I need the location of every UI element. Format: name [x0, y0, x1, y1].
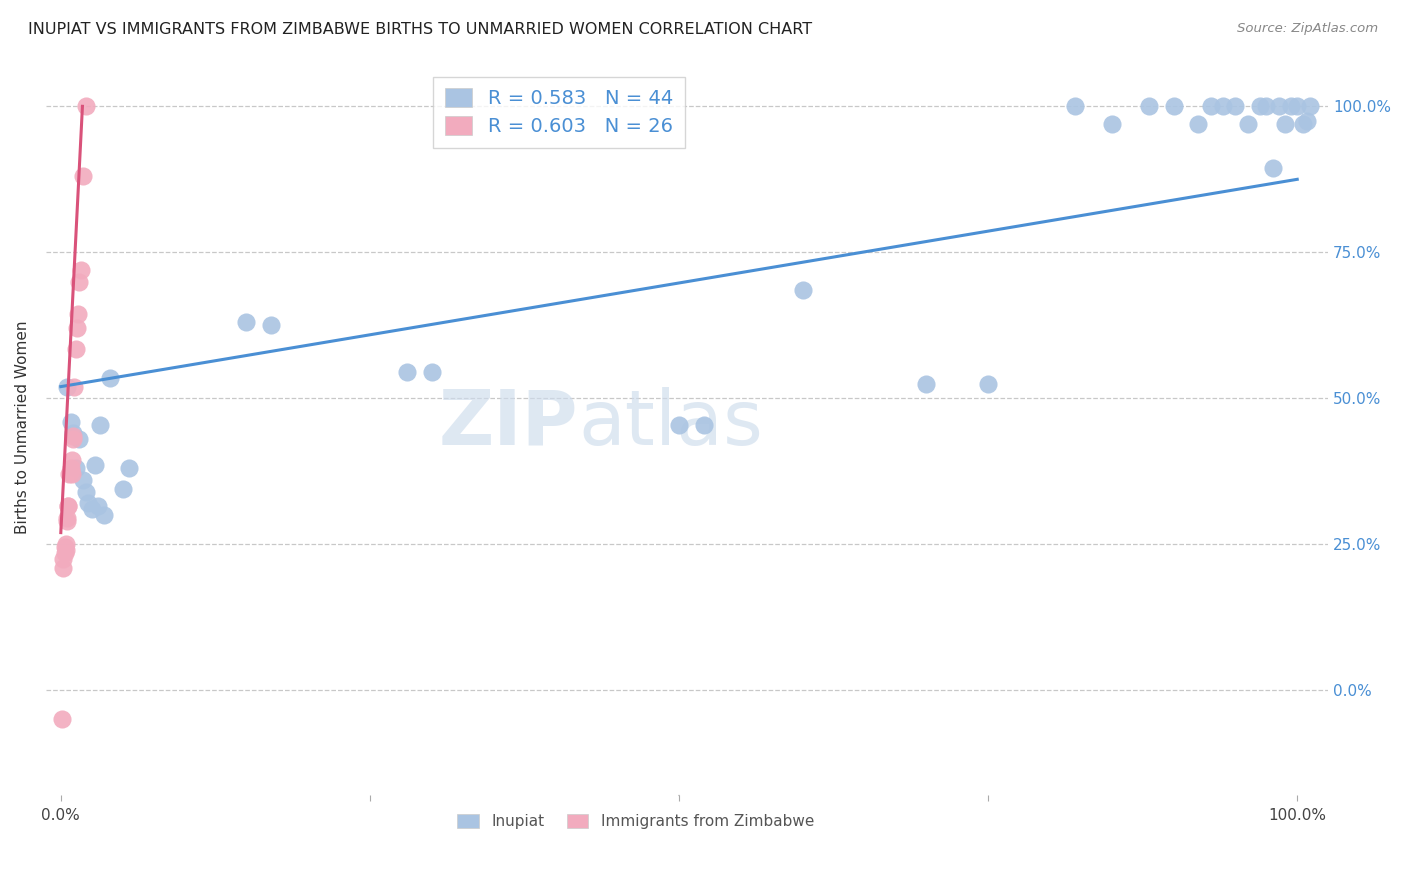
Point [59, 461, 82, 475]
Point [72, 169, 94, 184]
Point [53, 546, 76, 560]
Point [87, 500, 110, 514]
Point [59, 415, 82, 429]
Text: INUPIAT VS IMMIGRANTS FROM ZIMBABWE BIRTHS TO UNMARRIED WOMEN CORRELATION CHART: INUPIAT VS IMMIGRANTS FROM ZIMBABWE BIRT… [28, 22, 813, 37]
Point [62, 426, 84, 441]
Point [51, 713, 73, 727]
Point [1256, 99, 1278, 113]
Point [65, 342, 87, 356]
Text: atlas: atlas [578, 387, 763, 461]
Point [65, 461, 87, 475]
Point [53, 540, 76, 554]
Point [111, 482, 134, 496]
Point [60, 452, 83, 467]
Point [1212, 99, 1234, 113]
Text: ZIP: ZIP [439, 387, 578, 461]
Point [69, 262, 91, 277]
Point [58, 500, 80, 514]
Point [1292, 117, 1315, 131]
Point [235, 315, 257, 329]
Point [1101, 117, 1123, 131]
Point [1199, 99, 1222, 113]
Point [52, 560, 75, 574]
Point [84, 458, 107, 473]
Point [1296, 114, 1319, 128]
Point [58, 467, 80, 482]
Point [1249, 99, 1271, 113]
Point [56, 511, 79, 525]
Point [67, 307, 90, 321]
Point [1261, 161, 1284, 175]
Point [1286, 99, 1309, 113]
Point [1163, 99, 1185, 113]
Point [75, 99, 97, 113]
Point [1225, 99, 1247, 113]
Point [693, 417, 716, 432]
Point [63, 379, 86, 393]
Point [59, 464, 82, 478]
Point [395, 365, 418, 379]
Point [75, 484, 97, 499]
Point [420, 365, 443, 379]
Point [1274, 117, 1296, 131]
Point [93, 508, 115, 522]
Point [118, 461, 141, 475]
Point [72, 473, 94, 487]
Point [1279, 99, 1302, 113]
Point [89, 417, 111, 432]
Point [56, 379, 79, 393]
Point [55, 543, 77, 558]
Point [67, 275, 90, 289]
Point [1236, 117, 1258, 131]
Point [1187, 117, 1209, 131]
Point [55, 537, 77, 551]
Point [668, 417, 690, 432]
Point [977, 376, 1000, 391]
Point [60, 467, 83, 482]
Legend: Inupiat, Immigrants from Zimbabwe: Inupiat, Immigrants from Zimbabwe [451, 808, 820, 836]
Point [62, 429, 84, 443]
Point [58, 500, 80, 514]
Point [52, 552, 75, 566]
Point [1063, 99, 1085, 113]
Point [77, 496, 100, 510]
Point [1298, 99, 1320, 113]
Point [67, 432, 90, 446]
Point [792, 283, 814, 297]
Point [915, 376, 938, 391]
Point [260, 318, 283, 333]
Point [1137, 99, 1160, 113]
Text: Source: ZipAtlas.com: Source: ZipAtlas.com [1237, 22, 1378, 36]
Point [1267, 99, 1289, 113]
Point [56, 514, 79, 528]
Point [62, 432, 84, 446]
Point [98, 371, 121, 385]
Point [80, 502, 103, 516]
Point [66, 321, 89, 335]
Y-axis label: Births to Unmarried Women: Births to Unmarried Women [15, 321, 30, 534]
